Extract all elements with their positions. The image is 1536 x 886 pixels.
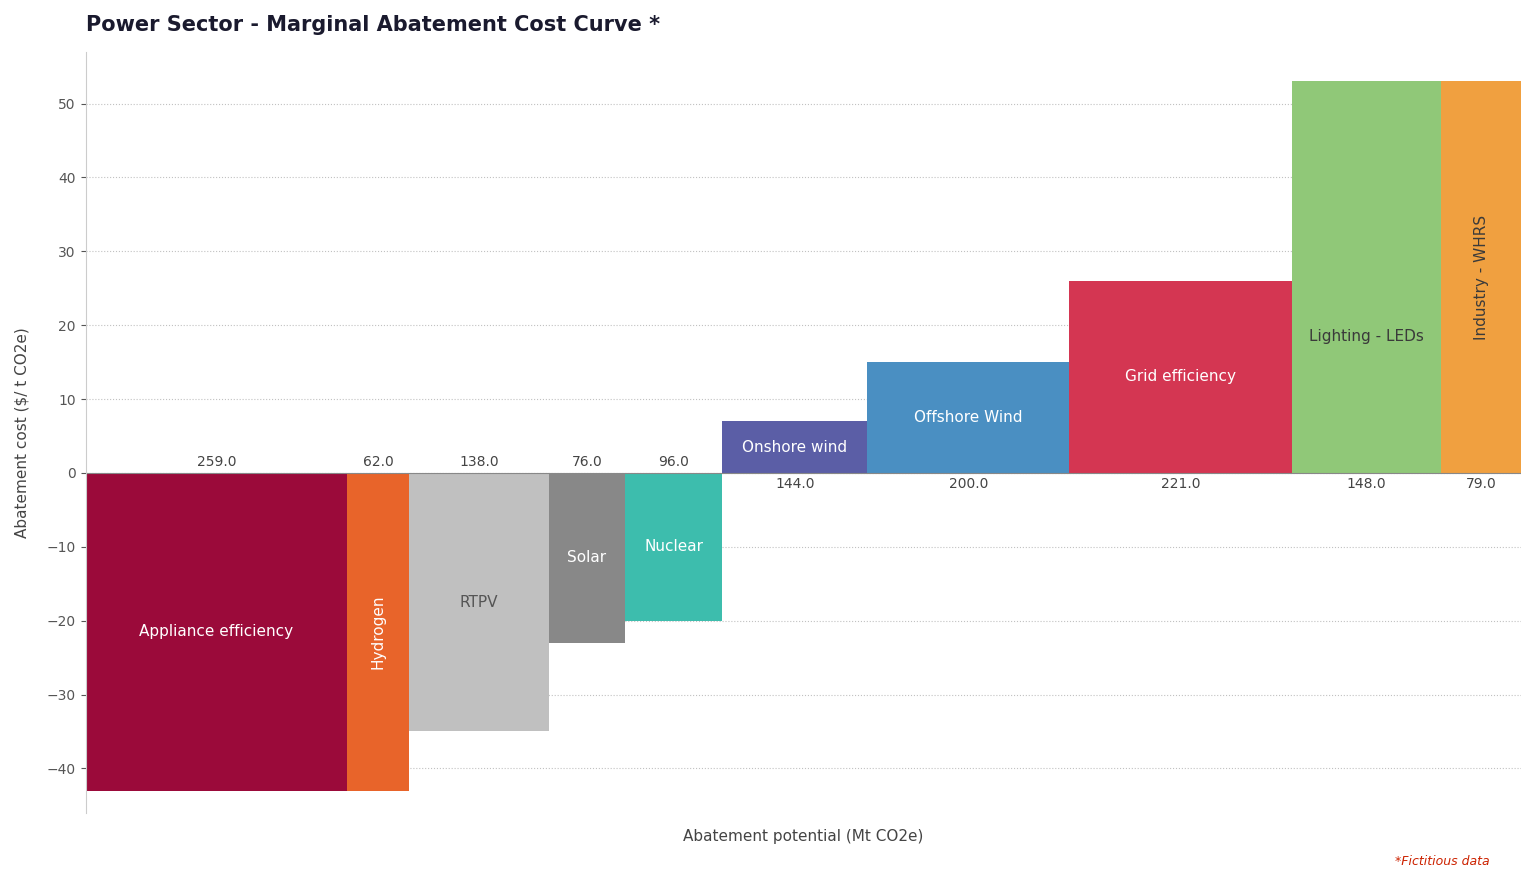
Bar [625, 473, 722, 621]
Bar [1069, 281, 1292, 473]
Text: 200.0: 200.0 [949, 477, 988, 491]
Bar [868, 362, 1069, 473]
Text: 96.0: 96.0 [659, 455, 690, 470]
Text: RTPV: RTPV [459, 595, 498, 610]
Text: 259.0: 259.0 [197, 455, 237, 470]
Text: 62.0: 62.0 [362, 455, 393, 470]
Text: Onshore wind: Onshore wind [742, 439, 848, 455]
Bar [1441, 82, 1521, 473]
Text: 138.0: 138.0 [459, 455, 499, 470]
Bar [347, 473, 410, 790]
Text: 79.0: 79.0 [1465, 477, 1496, 491]
Text: Hydrogen: Hydrogen [370, 595, 386, 669]
Text: Lighting - LEDs: Lighting - LEDs [1309, 329, 1424, 344]
Text: 221.0: 221.0 [1161, 477, 1200, 491]
Text: Power Sector - Marginal Abatement Cost Curve *: Power Sector - Marginal Abatement Cost C… [86, 15, 660, 35]
Text: Nuclear: Nuclear [644, 540, 703, 555]
X-axis label: Abatement potential (Mt CO2e): Abatement potential (Mt CO2e) [684, 829, 923, 844]
Bar [548, 473, 625, 643]
Text: Grid efficiency: Grid efficiency [1124, 369, 1236, 385]
Bar [1292, 82, 1441, 473]
Text: Offshore Wind: Offshore Wind [914, 410, 1023, 425]
Text: Appliance efficiency: Appliance efficiency [140, 625, 293, 640]
Text: Solar: Solar [567, 550, 607, 565]
Bar [410, 473, 548, 732]
Text: 144.0: 144.0 [776, 477, 814, 491]
Text: 76.0: 76.0 [571, 455, 602, 470]
Text: *Fictitious data: *Fictitious data [1395, 855, 1490, 868]
Bar [722, 421, 868, 473]
Y-axis label: Abatement cost ($/ t CO2e): Abatement cost ($/ t CO2e) [15, 327, 31, 538]
Text: Industry - WHRS: Industry - WHRS [1473, 214, 1488, 339]
Bar [86, 473, 347, 790]
Text: 148.0: 148.0 [1347, 477, 1387, 491]
